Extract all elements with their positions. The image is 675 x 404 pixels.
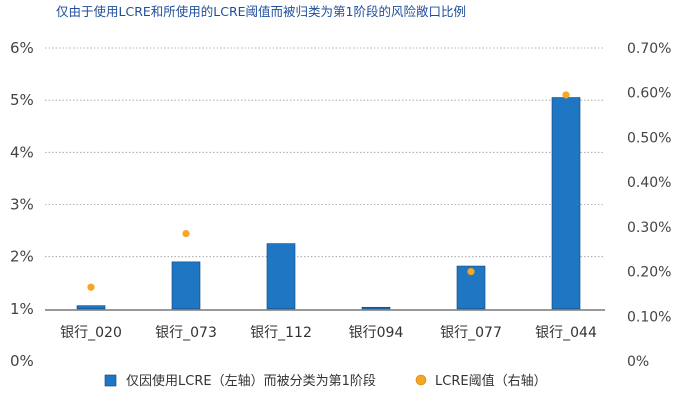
threshold-point <box>182 229 190 238</box>
gridlines <box>45 47 605 258</box>
right-tick-label: 0% <box>627 354 649 370</box>
right-tick-label: 0.30% <box>627 220 671 236</box>
legend-dot-swatch <box>415 374 427 386</box>
legend: 仅因使用LCRE（左轴）而被分类为第1阶段 LCRE阈值（右轴） <box>104 373 547 389</box>
right-axis-ticks: 0% 0.10% 0.20% 0.30% 0.40% 0.50% 0.60% 0.70% <box>627 41 671 370</box>
threshold-points <box>87 91 570 291</box>
right-tick-label: 0.50% <box>627 130 671 146</box>
threshold-point <box>87 283 95 291</box>
left-tick-label: 2% <box>10 248 34 266</box>
left-tick-label: 0% <box>10 352 34 370</box>
left-axis-ticks: 0% 1% 2% 3% 4% 5% 6% <box>10 39 34 370</box>
bar <box>551 97 581 310</box>
category-label: 银行_077 <box>440 325 502 341</box>
category-label: 银行094 <box>349 325 404 341</box>
left-tick-label: 5% <box>10 91 34 109</box>
left-tick-label: 6% <box>10 39 34 57</box>
threshold-point <box>467 267 475 276</box>
bar <box>76 305 106 310</box>
right-tick-label: 0.60% <box>627 86 671 102</box>
legend-bar-swatch <box>104 374 117 387</box>
category-label: 银行_020 <box>60 325 122 341</box>
left-tick-label: 4% <box>10 143 34 161</box>
left-tick-label: 1% <box>10 300 34 318</box>
chart-title: 仅由于使用LCRE和所使用的LCRE阈值而被归类为第1阶段的风险敞口比例 <box>56 4 466 19</box>
left-tick-label: 3% <box>10 196 34 214</box>
bar <box>266 243 296 310</box>
legend-bar-label: 仅因使用LCRE（左轴）而被分类为第1阶段 <box>126 373 376 389</box>
bar <box>361 306 391 310</box>
category-label: 银行_112 <box>250 325 312 341</box>
threshold-point <box>562 91 570 99</box>
category-labels: 银行_020 银行_073 银行_112 银行094 银行_077 银行_044 <box>60 325 597 341</box>
right-tick-label: 0.40% <box>627 175 671 191</box>
legend-dot-label: LCRE阈值（右轴） <box>435 373 547 389</box>
bar <box>171 261 201 310</box>
right-tick-label: 0.20% <box>627 265 671 281</box>
bar-series <box>76 97 581 310</box>
right-tick-label: 0.10% <box>627 309 671 325</box>
right-tick-label: 0.70% <box>627 41 671 57</box>
category-label: 银行_073 <box>155 325 217 341</box>
category-label: 银行_044 <box>535 325 597 341</box>
